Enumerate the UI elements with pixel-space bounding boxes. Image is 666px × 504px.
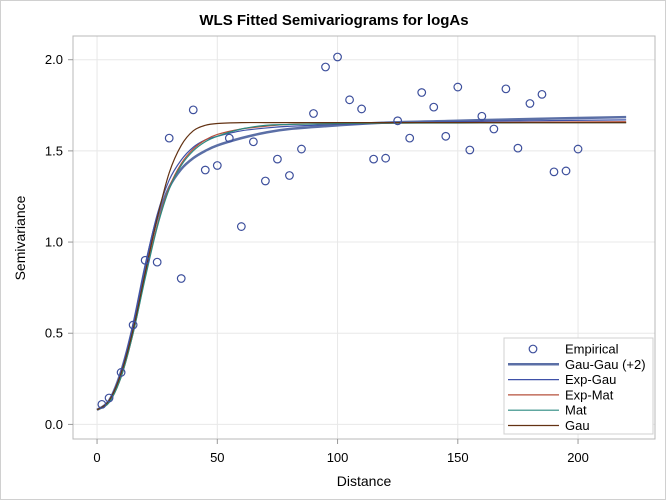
x-tick-label: 100 <box>327 450 349 465</box>
empirical-point <box>549 167 559 177</box>
empirical-point <box>465 145 475 155</box>
empirical-point <box>188 105 198 115</box>
empirical-point <box>97 399 107 409</box>
empirical-points <box>97 52 583 409</box>
empirical-point <box>248 137 258 147</box>
empirical-point <box>309 109 318 118</box>
empirical-point <box>477 111 487 121</box>
empirical-point <box>405 133 415 143</box>
empirical-point <box>537 89 547 99</box>
plot-frame <box>72 35 656 440</box>
empirical-point <box>140 255 150 265</box>
empirical-point <box>128 320 138 330</box>
empirical-point <box>297 144 306 154</box>
y-tick-label: 1.0 <box>45 235 63 250</box>
legend-label: Exp-Mat <box>565 387 614 402</box>
empirical-point <box>176 274 186 283</box>
x-tick-label: 150 <box>447 450 469 465</box>
legend-label: Exp-Gau <box>565 372 616 387</box>
empirical-point <box>260 176 270 186</box>
empirical-point <box>321 62 330 72</box>
legend-label: Gau <box>565 418 590 433</box>
empirical-point <box>501 84 511 94</box>
empirical-point <box>489 124 499 134</box>
empirical-point <box>417 88 427 97</box>
legend-label: Mat <box>565 403 587 418</box>
empirical-point <box>152 257 162 267</box>
y-tick-label: 2.0 <box>45 52 63 67</box>
empirical-point <box>273 154 282 164</box>
empirical-point <box>393 116 403 126</box>
x-tick-label: 200 <box>567 450 589 465</box>
empirical-point <box>212 161 222 170</box>
x-tick-label: 50 <box>210 450 224 465</box>
curve-gau <box>96 121 627 411</box>
empirical-point <box>200 165 210 175</box>
x-axis-label: Distance <box>337 473 392 489</box>
legend-label: Gau-Gau (+2) <box>565 357 646 372</box>
axes: 0 50 100 150 200 0.0 0.5 1.0 1.5 2.0 <box>45 52 589 465</box>
empirical-point <box>357 104 366 114</box>
empirical-point <box>561 166 571 176</box>
empirical-point <box>525 99 535 108</box>
y-axis-label: Semivariance <box>12 195 28 280</box>
legend-label: Empirical <box>565 342 619 357</box>
x-tick-label: 0 <box>93 450 100 465</box>
empirical-point <box>104 393 114 403</box>
empirical-point <box>429 102 439 112</box>
empirical-point <box>333 52 342 62</box>
empirical-point <box>369 154 379 164</box>
empirical-point <box>381 153 391 163</box>
y-tick-label: 1.5 <box>45 143 63 158</box>
y-tick-label: 0.0 <box>45 417 63 432</box>
empirical-point <box>441 131 451 141</box>
legend-box <box>503 337 654 435</box>
empirical-point <box>453 82 463 92</box>
fitted-curves <box>96 115 627 411</box>
empirical-point <box>285 171 294 180</box>
empirical-point <box>116 368 126 377</box>
empirical-point <box>345 95 354 105</box>
y-tick-label: 0.5 <box>45 326 63 341</box>
empirical-point <box>236 222 246 231</box>
empirical-point <box>513 143 523 153</box>
empirical-point <box>224 133 234 143</box>
empirical-point <box>573 144 583 154</box>
legend-marker-icon <box>528 344 538 354</box>
grid <box>73 36 655 439</box>
empirical-point <box>164 133 174 143</box>
chart-title: WLS Fitted Semivariograms for logAs <box>199 12 468 29</box>
